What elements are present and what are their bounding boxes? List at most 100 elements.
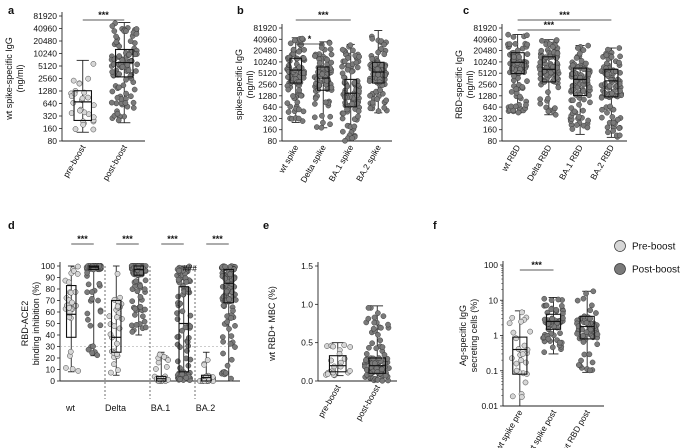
data-point: [175, 276, 182, 283]
data-point: [510, 329, 517, 336]
data-point: [134, 288, 141, 295]
data-point: [133, 278, 139, 284]
y-tick-label: 81920: [473, 23, 497, 33]
data-point: [539, 37, 545, 44]
data-point: [598, 94, 605, 101]
significance-label: ***: [77, 234, 88, 244]
y-tick-label: 81920: [253, 23, 277, 33]
significance-label: ***: [559, 10, 570, 20]
data-point: [71, 90, 78, 97]
data-point: [226, 296, 232, 303]
data-point: [74, 271, 81, 277]
data-point: [177, 344, 183, 350]
data-point: [69, 366, 76, 372]
data-point: [509, 393, 516, 400]
data-point: [586, 84, 593, 91]
data-point: [291, 37, 298, 44]
data-point: [342, 137, 348, 144]
data-point: [379, 377, 386, 384]
x-category-label: post-boost: [353, 382, 382, 422]
data-point: [285, 86, 292, 93]
data-point: [569, 70, 576, 77]
y-tick-label: 100: [41, 261, 55, 271]
data-point: [369, 35, 376, 42]
x-category-label: BA.1 spike: [327, 143, 356, 183]
data-point: [85, 75, 92, 82]
data-point: [363, 351, 370, 357]
data-point: [590, 288, 597, 295]
data-point: [599, 106, 605, 113]
data-point: [290, 93, 296, 99]
legend-marker: [614, 263, 626, 275]
data-point: [603, 65, 609, 72]
y-tick-label: 10: [489, 295, 499, 305]
data-point: [204, 357, 211, 363]
y-tick-label: 160: [483, 125, 497, 135]
data-point: [608, 54, 615, 60]
data-point: [67, 348, 74, 355]
data-point: [142, 306, 148, 313]
data-point: [114, 340, 120, 347]
data-point: [375, 49, 381, 56]
data-point: [578, 357, 584, 364]
data-point: [312, 53, 318, 59]
data-point: [377, 337, 384, 344]
data-point: [299, 118, 306, 124]
data-point: [514, 60, 521, 67]
data-point: [545, 95, 551, 102]
data-point: [228, 356, 235, 363]
data-point: [381, 41, 387, 48]
y-axis-label: (ng/ml): [15, 64, 25, 92]
box-group: [218, 263, 239, 382]
data-point: [513, 367, 520, 374]
data-point: [616, 59, 622, 66]
data-point: [89, 350, 95, 356]
data-point: [129, 329, 136, 335]
data-point: [604, 124, 611, 131]
legend-marker: [614, 240, 626, 252]
data-point: [90, 343, 96, 350]
data-point: [516, 93, 523, 100]
data-point: [340, 110, 347, 117]
data-point: [223, 288, 230, 295]
x-category-label: BA.2 RBD: [588, 143, 616, 182]
data-point: [373, 345, 380, 352]
y-tick-label: 40960: [473, 34, 497, 44]
y-tick-label: 0: [50, 376, 55, 386]
data-point: [128, 93, 134, 100]
y-axis-label: Ag-specific IgG: [458, 305, 468, 366]
data-point: [116, 71, 123, 77]
data-point: [587, 307, 593, 314]
data-point: [374, 96, 380, 103]
y-tick-label: 1280: [478, 91, 497, 101]
data-point: [575, 45, 581, 51]
box: [114, 48, 134, 78]
y-axis-label: RBD-ACE2: [20, 301, 30, 347]
x-category-label: pre-boost: [61, 142, 88, 179]
y-tick-label: 640: [483, 102, 497, 112]
data-point: [76, 80, 83, 87]
box: [223, 268, 235, 304]
box-group: [323, 342, 354, 379]
data-point: [311, 114, 318, 121]
data-point: [548, 306, 555, 313]
data-point: [371, 314, 378, 321]
data-point: [296, 87, 303, 94]
y-tick-label: 5120: [38, 61, 57, 71]
data-point: [511, 54, 517, 60]
data-point: [519, 351, 526, 357]
x-category-label: Delta spike: [298, 143, 328, 185]
y-tick-label: 40: [46, 330, 56, 340]
panel-f: f 0.01 0.1 1 10 100 Ag-specific IgG secreting c…: [433, 220, 604, 448]
data-point: [89, 289, 95, 295]
significance-label: ***: [212, 234, 223, 244]
data-point: [580, 88, 587, 94]
data-point: [570, 97, 576, 104]
data-point: [537, 96, 543, 103]
data-point: [585, 42, 591, 49]
data-point: [298, 92, 304, 99]
panel-label: b: [237, 5, 244, 17]
data-point: [543, 302, 550, 309]
data-point: [367, 92, 373, 99]
